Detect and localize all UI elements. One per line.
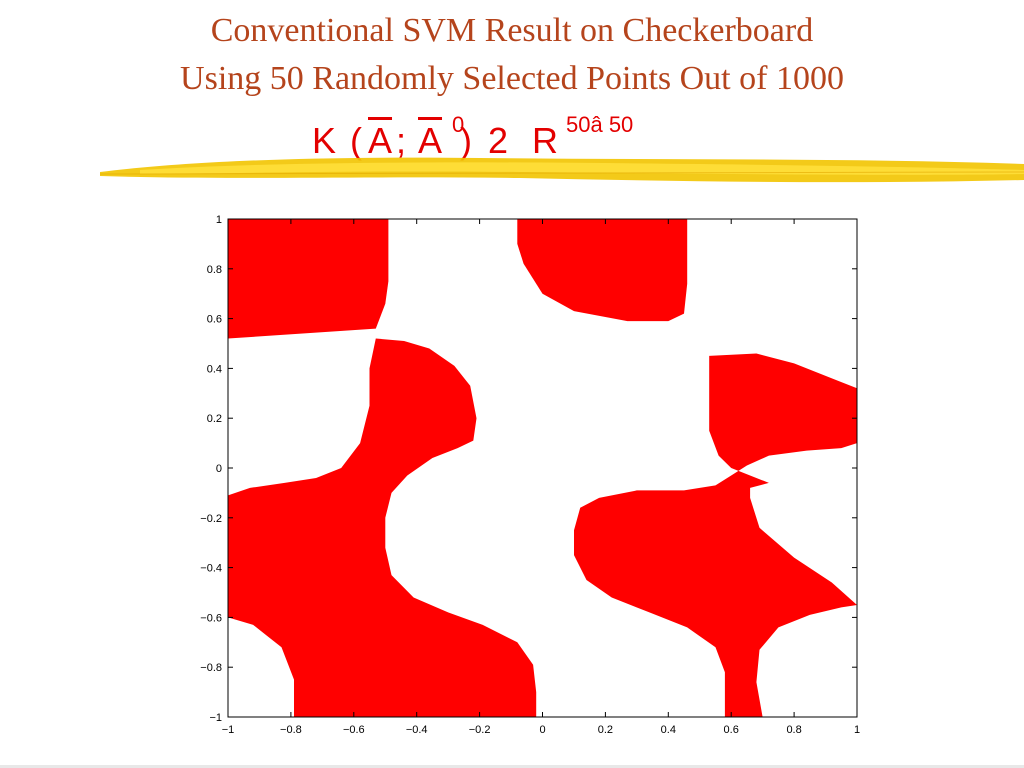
- formula-close-paren: ): [460, 120, 472, 161]
- x-tick-label: −0.6: [343, 724, 365, 736]
- y-tick-label: 0.8: [207, 264, 222, 276]
- y-tick-label: −0.6: [200, 612, 222, 624]
- x-tick-label: −0.2: [469, 724, 491, 736]
- y-tick-label: 0.4: [207, 363, 222, 375]
- region-top-center: [517, 219, 688, 322]
- y-tick-label: −0.4: [200, 563, 222, 575]
- x-tick-label: −1: [222, 724, 235, 736]
- region-center-left: [228, 338, 537, 717]
- formula-prime: 0: [452, 112, 465, 137]
- slide-title-line-1: Conventional SVM Result on Checkerboard: [210, 12, 814, 49]
- formula-element-of: 2: [488, 120, 509, 161]
- x-tick-label: 1: [854, 724, 860, 736]
- y-tick-label: −0.2: [200, 513, 222, 525]
- formula-k: K: [312, 120, 337, 161]
- formula-open-paren: (: [350, 120, 362, 161]
- formula-semicolon: ;: [396, 120, 407, 161]
- y-tick-label: 0.6: [207, 314, 222, 326]
- y-tick-label: 0: [216, 463, 222, 475]
- footer-divider: [0, 765, 1024, 768]
- y-tick-label: 1: [216, 214, 222, 226]
- x-tick-label: 0.6: [724, 724, 739, 736]
- yellow-brush-stroke: [100, 157, 1024, 183]
- x-tick-label: −0.8: [280, 724, 302, 736]
- x-tick-label: 0.4: [661, 724, 676, 736]
- formula-a-bar-2: A: [418, 120, 443, 161]
- formula-r: R: [532, 120, 558, 161]
- slide-title-line-2: Using 50 Randomly Selected Points Out of…: [180, 60, 844, 97]
- y-tick-label: 0.2: [207, 413, 222, 425]
- x-tick-label: 0: [539, 724, 545, 736]
- y-tick-label: −1: [209, 712, 222, 724]
- region-top-left: [228, 219, 389, 339]
- y-tick-label: −0.8: [200, 662, 222, 674]
- formula-a-bar: A: [368, 120, 393, 161]
- x-tick-label: 0.2: [598, 724, 613, 736]
- x-tick-label: 0.8: [786, 724, 801, 736]
- region-center-right: [574, 353, 857, 717]
- formula-dims: 50â 50: [566, 112, 634, 137]
- x-tick-label: −0.4: [406, 724, 428, 736]
